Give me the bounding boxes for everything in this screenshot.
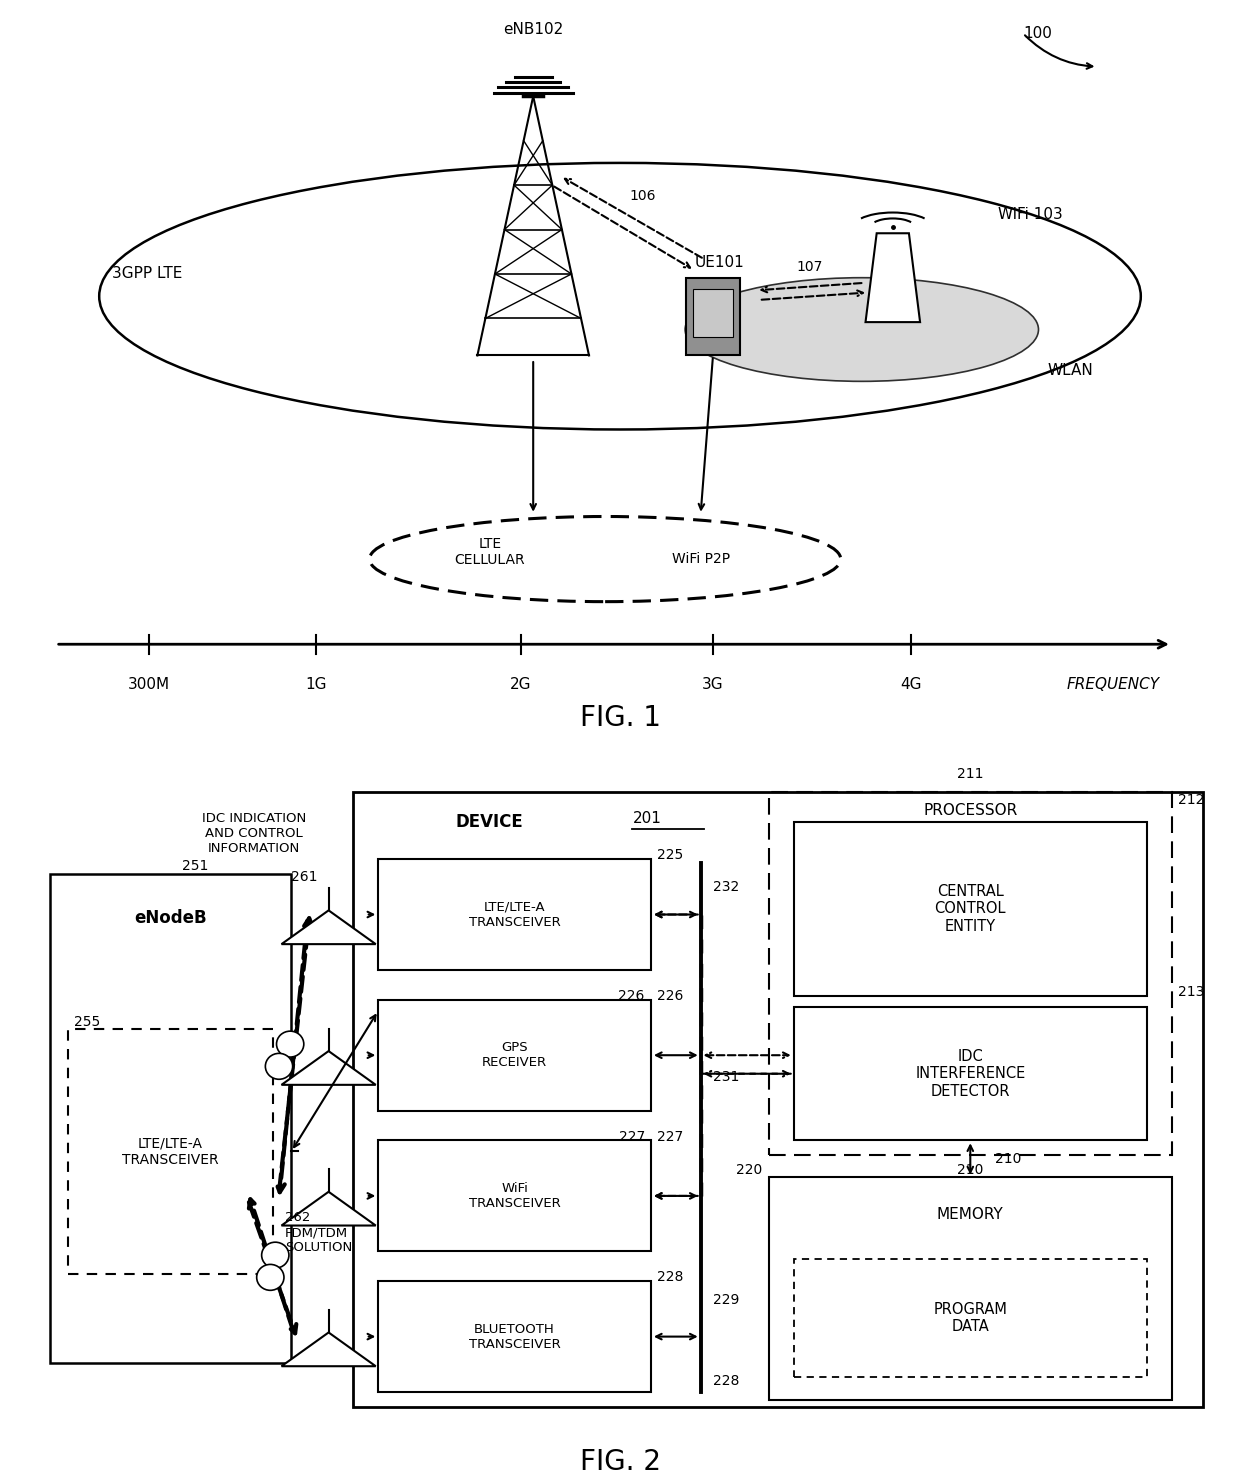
Polygon shape (281, 1192, 376, 1225)
Text: FIG. 1: FIG. 1 (579, 705, 661, 732)
Text: 229: 229 (713, 1293, 739, 1306)
Text: 261: 261 (291, 871, 317, 884)
Text: UE101: UE101 (694, 255, 744, 271)
Text: LTE
CELLULAR: LTE CELLULAR (455, 536, 525, 567)
Bar (769, 1177, 1172, 1400)
Text: 227: 227 (657, 1130, 683, 1143)
Text: 211: 211 (957, 767, 983, 780)
Text: DEVICE: DEVICE (456, 813, 523, 831)
Text: 231: 231 (713, 1071, 739, 1084)
Text: 210: 210 (994, 1152, 1022, 1166)
Text: WiFi
TRANSCEIVER: WiFi TRANSCEIVER (469, 1182, 560, 1210)
Ellipse shape (262, 1243, 289, 1268)
Text: 1G: 1G (305, 677, 327, 693)
Text: 300M: 300M (128, 677, 170, 693)
Ellipse shape (684, 278, 1039, 381)
Text: WiFi 103: WiFi 103 (998, 207, 1063, 222)
Text: 228: 228 (657, 1271, 683, 1284)
Text: 107: 107 (796, 259, 823, 274)
Polygon shape (281, 911, 376, 945)
Text: 225: 225 (657, 849, 683, 862)
Text: 2G: 2G (510, 677, 532, 693)
Bar (794, 1259, 1147, 1377)
Bar (769, 792, 1172, 1155)
Bar (378, 1281, 651, 1392)
Text: PROGRAM
DATA: PROGRAM DATA (934, 1302, 1007, 1334)
Ellipse shape (277, 1031, 304, 1057)
Text: 220: 220 (737, 1163, 763, 1177)
Text: 4G: 4G (900, 677, 923, 693)
Ellipse shape (257, 1265, 284, 1290)
Text: 201: 201 (632, 810, 661, 826)
Text: PROCESSOR: PROCESSOR (923, 803, 1018, 819)
Polygon shape (866, 234, 920, 323)
Bar (68, 1029, 273, 1274)
Text: 262
FDM/TDM
SOLUTION: 262 FDM/TDM SOLUTION (285, 1211, 352, 1254)
Text: 255: 255 (74, 1014, 100, 1029)
Bar (378, 1140, 651, 1251)
Text: FIG. 2: FIG. 2 (579, 1448, 661, 1477)
Text: 226: 226 (657, 989, 683, 1003)
Text: eNB102: eNB102 (503, 22, 563, 37)
Bar (794, 822, 1147, 995)
Text: 227: 227 (619, 1130, 645, 1143)
Text: BLUETOOTH
TRANSCEIVER: BLUETOOTH TRANSCEIVER (469, 1323, 560, 1351)
Text: 3GPP LTE: 3GPP LTE (112, 267, 182, 281)
Ellipse shape (265, 1053, 293, 1080)
Text: WLAN: WLAN (1048, 363, 1094, 378)
Text: 228: 228 (713, 1374, 739, 1388)
Text: GPS
RECEIVER: GPS RECEIVER (482, 1041, 547, 1069)
Text: 106: 106 (630, 190, 656, 203)
Text: LTE/LTE-A
TRANSCEIVER: LTE/LTE-A TRANSCEIVER (469, 900, 560, 929)
Text: 213: 213 (1178, 985, 1204, 998)
Text: IDC
INTERFERENCE
DETECTOR: IDC INTERFERENCE DETECTOR (915, 1049, 1025, 1099)
Text: FREQUENCY: FREQUENCY (1066, 677, 1159, 693)
Text: LTE/LTE-A
TRANSCEIVER: LTE/LTE-A TRANSCEIVER (123, 1136, 218, 1167)
Text: 226: 226 (619, 989, 645, 1003)
Bar (50, 874, 291, 1363)
Text: IDC INDICATION
AND CONTROL
INFORMATION: IDC INDICATION AND CONTROL INFORMATION (202, 812, 306, 855)
Text: 212: 212 (1178, 792, 1204, 807)
Text: 100: 100 (1023, 25, 1052, 41)
Bar (378, 859, 651, 970)
Text: 210: 210 (957, 1163, 983, 1177)
Bar (794, 1007, 1147, 1140)
Bar (353, 792, 1203, 1407)
FancyBboxPatch shape (686, 278, 740, 355)
Text: MEMORY: MEMORY (937, 1207, 1003, 1222)
Text: 232: 232 (713, 880, 739, 893)
Text: eNodeB: eNodeB (134, 909, 207, 927)
Text: WiFi P2P: WiFi P2P (672, 552, 729, 566)
Polygon shape (281, 1333, 376, 1365)
Text: CENTRAL
CONTROL
ENTITY: CENTRAL CONTROL ENTITY (935, 884, 1006, 935)
Text: 3G: 3G (702, 677, 724, 693)
Polygon shape (281, 1052, 376, 1084)
FancyBboxPatch shape (693, 289, 733, 336)
Bar (378, 1000, 651, 1111)
Text: 251: 251 (182, 859, 208, 874)
